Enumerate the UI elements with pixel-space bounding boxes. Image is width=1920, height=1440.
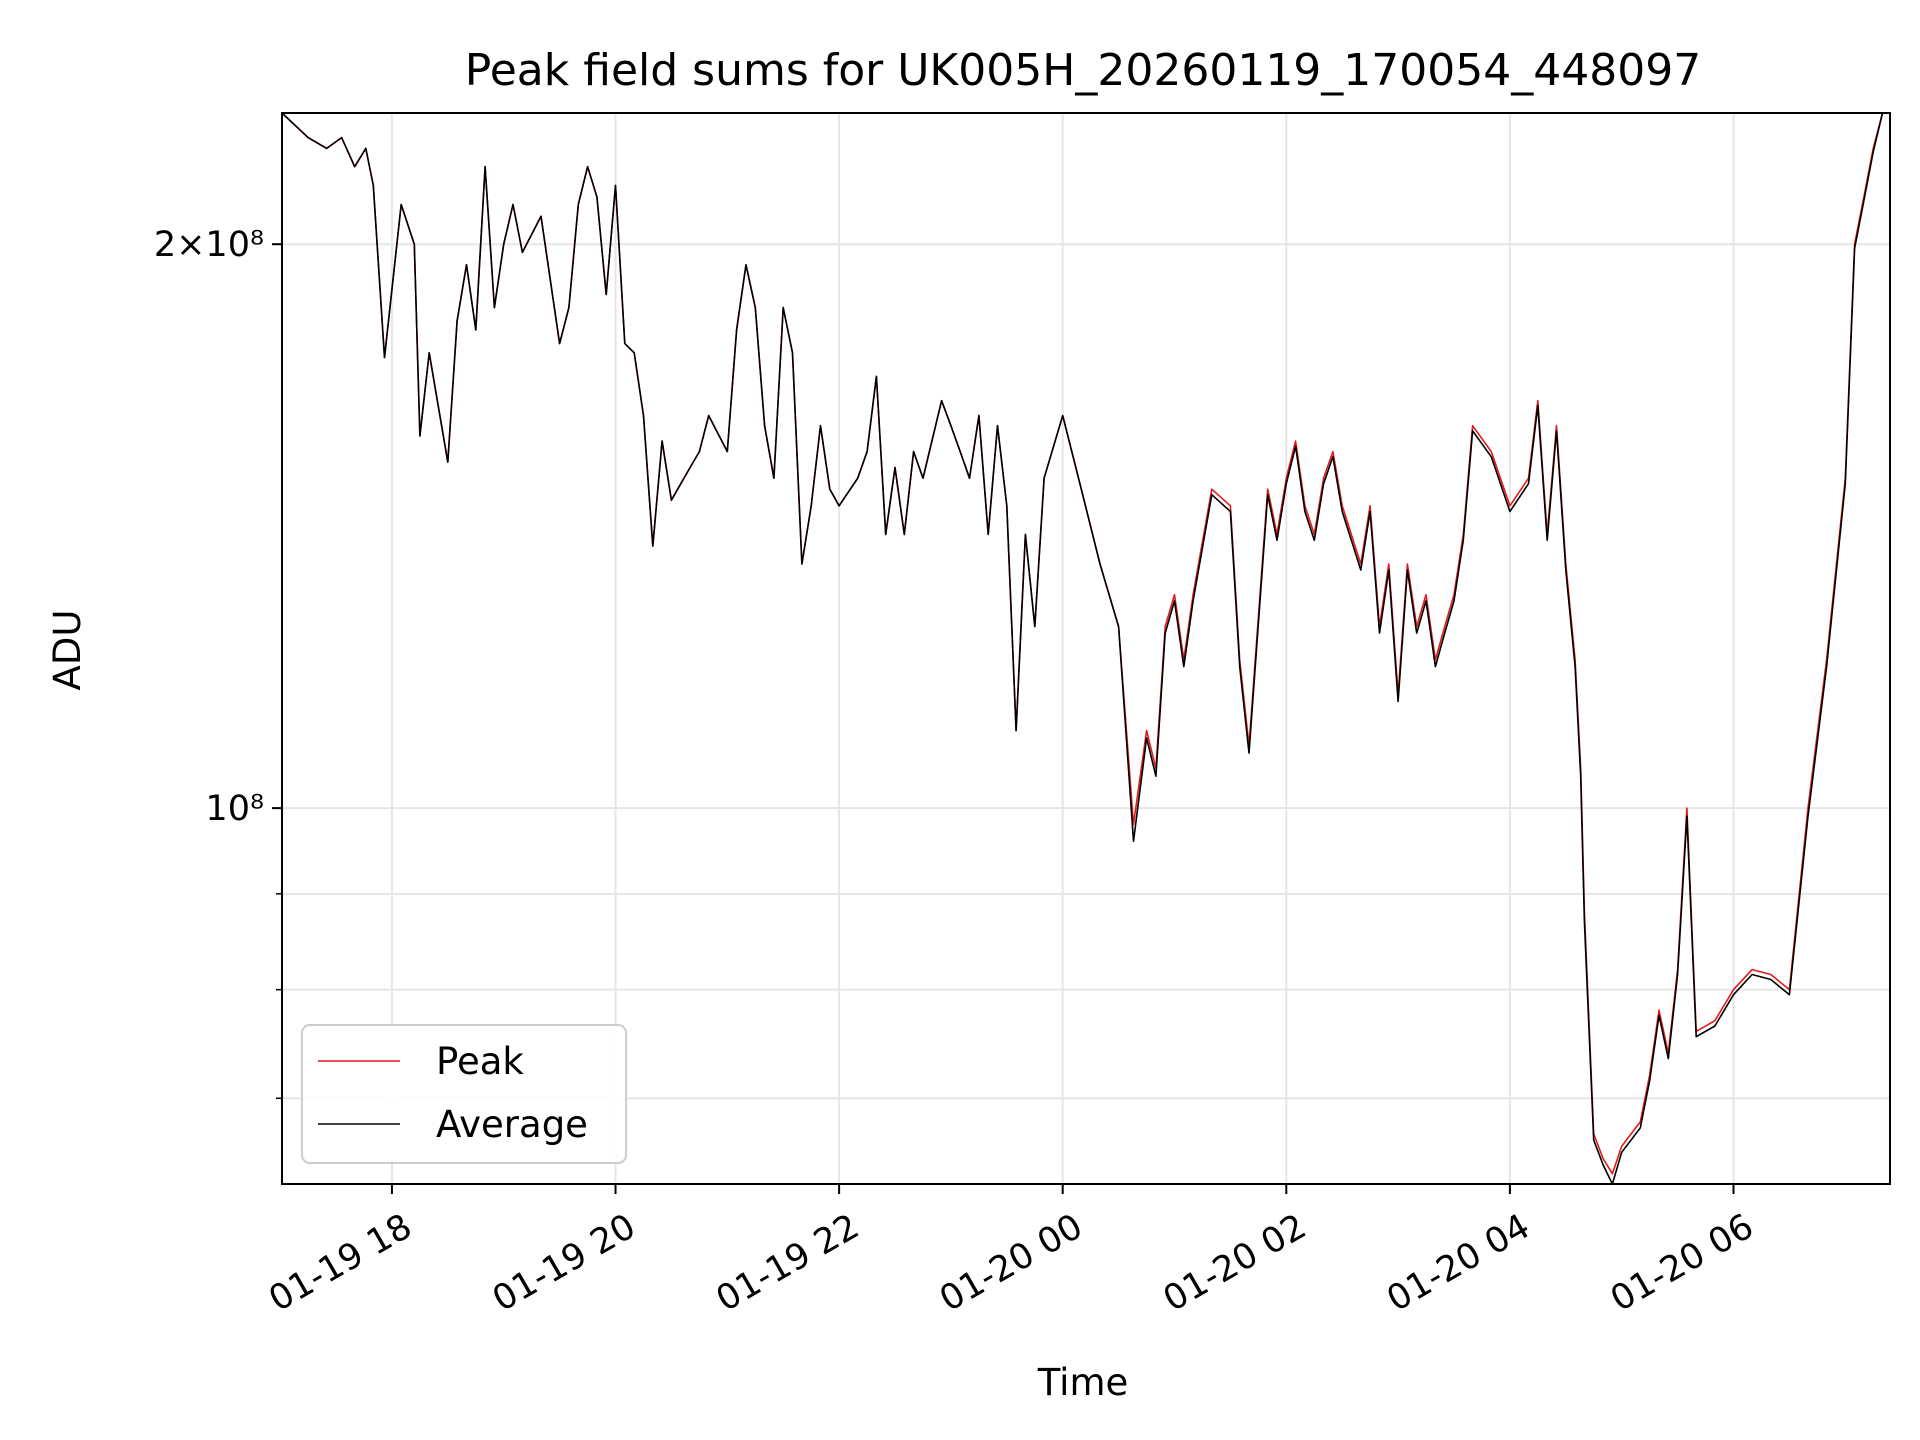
series-line-average — [282, 113, 1884, 1184]
plot-frame — [281, 112, 1891, 1185]
series-layer — [282, 113, 1884, 1184]
grid — [282, 113, 1890, 1184]
chart-title: Peak field sums for UK005H_20260119_1700… — [465, 45, 1701, 96]
x-axis-label: Time — [1037, 1361, 1129, 1404]
y-axis-label: ADU — [46, 610, 89, 691]
legend-label-peak: Peak — [436, 1040, 524, 1083]
y-tick-label: 10⁸ — [205, 789, 264, 829]
legend-label-average: Average — [436, 1103, 588, 1146]
legend-box — [301, 1024, 627, 1164]
legend: Peak Average — [301, 1024, 627, 1164]
y-tick-label: 2×10⁸ — [154, 225, 264, 265]
y-axis: 2×10⁸ 10⁸ — [154, 225, 282, 1100]
